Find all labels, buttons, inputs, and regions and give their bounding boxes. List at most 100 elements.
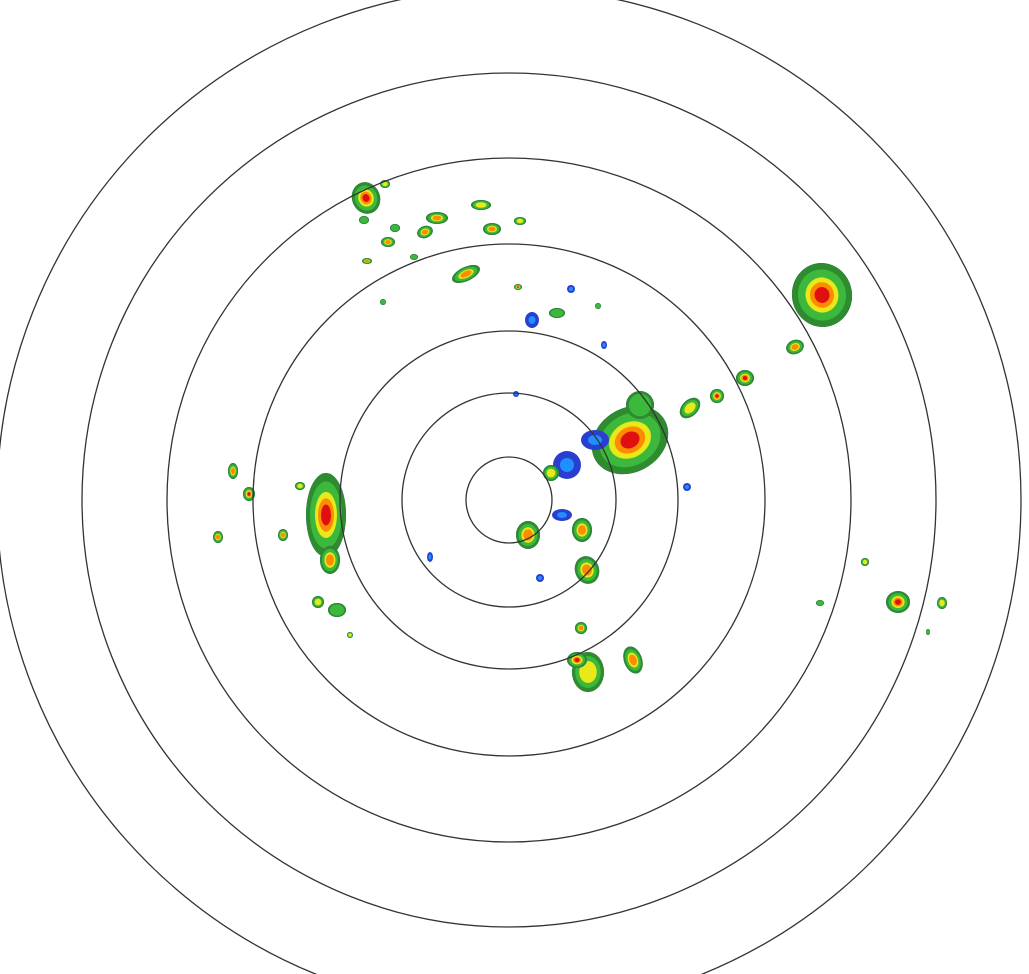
echo-cell bbox=[710, 389, 724, 403]
echo-layer bbox=[421, 229, 429, 235]
echo-cell bbox=[347, 632, 353, 638]
echo-cell bbox=[595, 303, 601, 309]
echo-cell bbox=[452, 265, 480, 283]
echo-layer bbox=[382, 181, 388, 187]
echo-cell bbox=[483, 223, 501, 235]
echo-cell bbox=[937, 597, 947, 609]
echo-layer bbox=[517, 286, 519, 288]
echo-cell bbox=[514, 217, 526, 225]
echo-layer bbox=[365, 259, 369, 263]
echo-cell bbox=[786, 339, 804, 355]
echo-cell bbox=[679, 397, 701, 419]
echo-layer bbox=[895, 599, 901, 605]
echo-layer bbox=[814, 287, 830, 303]
echo-cell bbox=[591, 405, 669, 475]
echo-layer bbox=[475, 202, 487, 208]
echo-cell bbox=[623, 646, 643, 674]
echo-cell bbox=[213, 531, 223, 543]
echo-cell bbox=[626, 391, 654, 419]
echo-cell bbox=[390, 224, 400, 232]
echo-layer bbox=[620, 431, 640, 449]
echo-cell bbox=[243, 487, 255, 501]
echo-layer bbox=[602, 343, 606, 347]
echo-cell bbox=[278, 529, 288, 541]
echo-cell bbox=[536, 574, 544, 582]
echo-cell bbox=[552, 509, 572, 521]
echo-cell bbox=[736, 370, 754, 386]
echo-layer bbox=[516, 218, 524, 224]
echo-cell bbox=[417, 225, 433, 239]
echo-cell bbox=[926, 629, 930, 635]
range-ring-4 bbox=[252, 243, 766, 757]
echo-layer bbox=[348, 633, 352, 637]
echo-layer bbox=[791, 344, 799, 350]
echo-layer bbox=[391, 224, 399, 232]
echo-cell bbox=[426, 212, 448, 224]
echo-layer bbox=[579, 661, 597, 683]
echo-layer bbox=[528, 316, 536, 324]
echo-cell bbox=[572, 518, 592, 542]
echo-layer bbox=[926, 629, 930, 635]
echo-cell bbox=[362, 258, 372, 264]
echo-layer bbox=[247, 492, 251, 496]
range-ring-1 bbox=[465, 456, 553, 544]
echo-layer bbox=[939, 599, 945, 607]
echo-cell bbox=[320, 546, 340, 574]
echo-layer bbox=[326, 554, 334, 566]
echo-layer bbox=[314, 598, 322, 606]
echo-layer bbox=[574, 658, 580, 662]
echo-layer bbox=[742, 376, 748, 380]
echo-cell bbox=[328, 603, 346, 617]
echo-cell bbox=[543, 465, 559, 481]
precipitation-echoes bbox=[213, 180, 947, 692]
echo-cell bbox=[359, 216, 369, 224]
range-ring-3 bbox=[339, 330, 679, 670]
echo-cell bbox=[816, 600, 824, 606]
echo-layer bbox=[684, 402, 696, 414]
echo-cell bbox=[791, 263, 853, 327]
echo-cell bbox=[581, 430, 609, 450]
echo-layer bbox=[628, 393, 652, 417]
echo-cell bbox=[312, 596, 324, 608]
echo-cell bbox=[575, 622, 587, 634]
echo-cell bbox=[861, 558, 869, 566]
echo-layer bbox=[546, 468, 556, 478]
echo-cell bbox=[514, 284, 522, 290]
echo-layer bbox=[385, 240, 391, 244]
echo-layer bbox=[360, 216, 368, 224]
echo-cell bbox=[601, 341, 607, 349]
range-ring-6 bbox=[81, 72, 937, 928]
echo-cell bbox=[228, 463, 238, 479]
echo-cell bbox=[886, 591, 910, 613]
echo-cell bbox=[471, 200, 491, 210]
echo-cell bbox=[567, 285, 575, 293]
echo-layer bbox=[231, 467, 235, 475]
echo-cell bbox=[574, 556, 600, 584]
echo-layer bbox=[578, 525, 586, 535]
echo-cell bbox=[410, 254, 418, 260]
echo-cell bbox=[295, 482, 305, 490]
range-ring-2 bbox=[401, 392, 617, 608]
echo-layer bbox=[432, 215, 442, 221]
echo-layer bbox=[582, 564, 592, 576]
echo-cell bbox=[351, 182, 381, 214]
echo-layer bbox=[569, 287, 573, 291]
echo-layer bbox=[380, 299, 386, 305]
echo-layer bbox=[595, 303, 601, 309]
echo-layer bbox=[329, 604, 345, 616]
echo-layer bbox=[715, 394, 719, 398]
echo-layer bbox=[297, 483, 303, 489]
echo-cell bbox=[380, 299, 386, 305]
range-ring-5 bbox=[166, 157, 852, 843]
echo-cell bbox=[381, 237, 395, 247]
echo-cell bbox=[567, 652, 587, 668]
echo-cell bbox=[427, 552, 433, 562]
echo-cell bbox=[683, 483, 691, 491]
echo-cell bbox=[516, 521, 540, 549]
echo-layer bbox=[281, 532, 285, 538]
echo-layer bbox=[550, 309, 564, 317]
echo-layer bbox=[460, 270, 472, 278]
echo-cell bbox=[549, 308, 565, 318]
